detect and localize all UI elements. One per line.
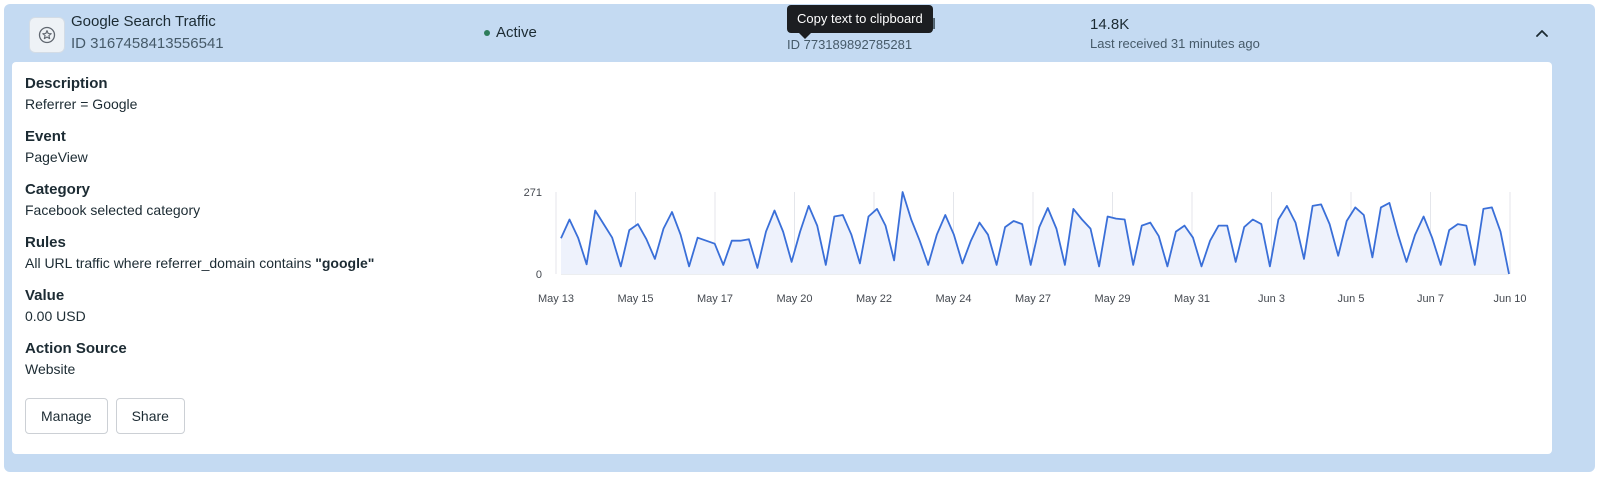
conversion-id: ID 3167458413556541 (71, 35, 224, 52)
category-label: Category (25, 181, 91, 198)
value-value: 0.00 USD (25, 308, 86, 324)
x-tick-label: May 17 (697, 293, 733, 305)
y-tick-label: 271 (524, 187, 542, 199)
x-tick-label: May 22 (856, 293, 892, 305)
x-tick-label: May 31 (1174, 293, 1210, 305)
event-label: Event (25, 128, 66, 145)
x-tick-label: May 13 (538, 293, 574, 305)
category-value: Facebook selected category (25, 202, 201, 218)
description-label: Description (25, 75, 108, 92)
manage-button[interactable]: Manage (25, 398, 108, 434)
rules-field: Rules All URL traffic where referrer_dom… (25, 233, 485, 273)
y-tick-label: 0 (536, 269, 542, 281)
share-button[interactable]: Share (115, 398, 185, 434)
details-list: Description Referrer = Google Event Page… (25, 74, 485, 392)
value-label: Value (25, 287, 65, 304)
event-field: Event PageView (25, 127, 485, 167)
conversion-title: Google Search Traffic (71, 13, 216, 30)
x-tick-label: May 24 (935, 293, 971, 305)
chart-series-line (560, 191, 1510, 275)
x-tick-label: Jun 3 (1258, 293, 1285, 305)
x-tick-label: Jun 7 (1417, 293, 1444, 305)
x-tick-label: May 20 (776, 293, 812, 305)
badge-star-icon (29, 17, 65, 53)
status-text: Active (496, 24, 537, 41)
status-badge: Active (484, 24, 537, 41)
rules-label: Rules (25, 234, 66, 251)
rules-value: All URL traffic where referrer_domain co… (25, 253, 485, 273)
action-source-value: Website (25, 361, 76, 377)
traffic-chart: 0 271 May 13 May 15 May 17 May 20 May 22 May 24… (524, 187, 1527, 305)
status-dot-icon (484, 29, 490, 36)
action-source-label: Action Source (25, 340, 127, 357)
last-received: Last received 31 minutes ago (1090, 36, 1260, 51)
details-card: Description Referrer = Google Event Page… (12, 62, 1552, 454)
copy-tooltip: Copy text to clipboard (787, 5, 933, 33)
tooltip-arrow (799, 33, 811, 39)
chevron-up-icon[interactable] (1531, 22, 1553, 44)
category-field: Category Facebook selected category (25, 180, 485, 220)
rules-keyword: "google" (315, 255, 375, 271)
x-tick-label: Jun 10 (1493, 293, 1526, 305)
pixel-row-panel: Google Search Traffic ID 316745841355654… (4, 4, 1595, 472)
pixel-row-header[interactable]: Google Search Traffic ID 316745841355654… (4, 4, 1595, 62)
x-tick-label: Jun 5 (1338, 293, 1365, 305)
x-tick-label: May 27 (1015, 293, 1051, 305)
x-tick-label: May 29 (1094, 293, 1130, 305)
rules-prefix: All URL traffic where referrer_domain co… (25, 255, 316, 271)
x-tick-label: May 15 (617, 293, 653, 305)
value-field: Value 0.00 USD (25, 286, 485, 326)
pixel-id-copy[interactable]: ID 773189892785281 (787, 37, 913, 52)
description-field: Description Referrer = Google (25, 74, 485, 114)
description-value: Referrer = Google (25, 96, 138, 112)
action-source-field: Action Source Website (25, 339, 485, 379)
chart-area (561, 192, 1509, 274)
action-buttons: Manage Share (25, 398, 185, 434)
event-value: PageView (25, 149, 88, 165)
event-count: 14.8K (1090, 16, 1130, 33)
